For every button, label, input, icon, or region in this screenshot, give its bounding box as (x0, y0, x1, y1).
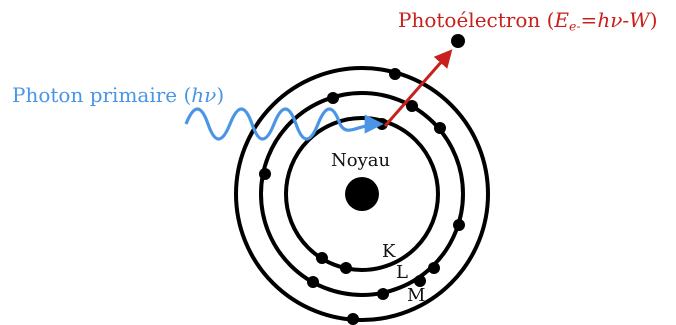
photon-label-text: Photon primaire ( (12, 83, 192, 107)
shell-k-label: K (382, 241, 396, 262)
photoelectron-label: Photoélectron (Ee-=hν-W) (398, 10, 658, 33)
electron-m-2 (307, 276, 319, 288)
photoelectron-dash: - (622, 8, 630, 32)
shell-k-orbit (284, 116, 440, 272)
photoelectron-symbol: E (554, 8, 570, 32)
photoelectron-label-text: Photoélectron ( (398, 8, 555, 32)
electron-l-1 (327, 92, 339, 104)
electron-l-4 (259, 168, 271, 180)
photoelectron-label-close: ) (649, 8, 658, 32)
photoelectron (451, 34, 465, 48)
electron-l-5 (453, 219, 465, 231)
electron-l-2 (406, 100, 418, 112)
photoelectron-work-function: W (629, 8, 650, 32)
photoelectron-subscript: e- (569, 18, 581, 34)
shell-l-label: L (396, 262, 408, 283)
electron-l-8 (377, 288, 389, 300)
nucleus (345, 177, 379, 211)
photon-label-close: ) (216, 83, 225, 107)
electron-m-4 (347, 313, 359, 325)
shell-m-orbit (234, 66, 490, 322)
nucleus-label: Noyau (331, 150, 391, 171)
photoelectron-energy: hν (597, 8, 623, 32)
photon-label: Photon primaire (hν) (12, 85, 224, 105)
photoelectron-arrow (383, 49, 453, 127)
electron-m-1 (389, 68, 401, 80)
shell-m-label: M (407, 285, 426, 306)
electron-l-7 (428, 262, 440, 274)
electron-l-3 (434, 122, 446, 134)
photon-label-math: hν (191, 83, 217, 107)
electron-k-2 (340, 262, 352, 274)
electron-m-3 (414, 275, 426, 287)
photoelectron-equals: = (580, 8, 598, 32)
photon-wave (184, 107, 384, 141)
shell-l-orbit (259, 91, 465, 297)
electron-l-6 (316, 252, 328, 264)
